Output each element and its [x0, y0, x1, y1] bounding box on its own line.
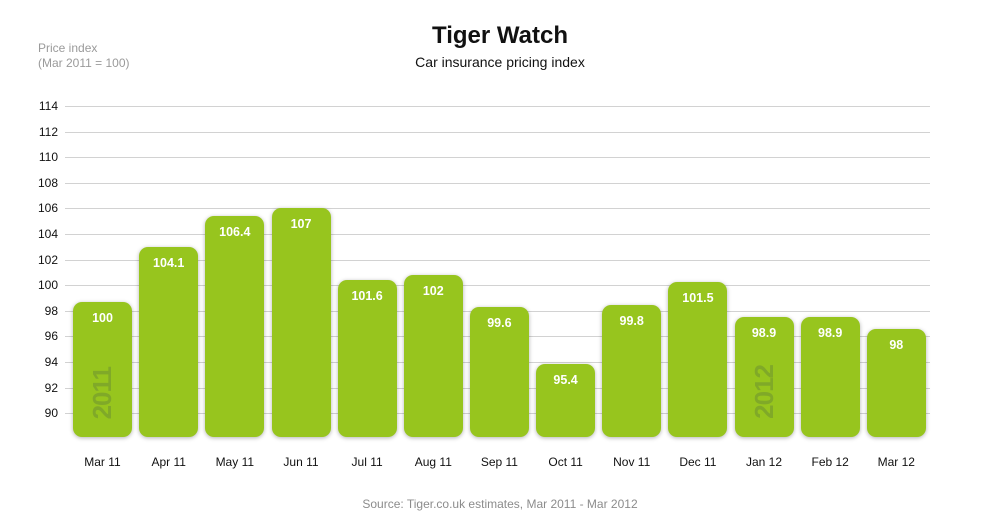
bar-may-11: 106.4 — [205, 215, 265, 437]
x-axis-label-oct-11: Oct 11 — [548, 455, 583, 469]
year-watermark-2011: 2011 — [73, 367, 132, 419]
y-axis-note-line2: (Mar 2011 = 100) — [38, 56, 130, 70]
x-axis-label-mar-11: Mar 11 — [84, 455, 121, 469]
bar-value-label-nov-11: 99.8 — [619, 313, 644, 328]
bar-mar-12: 98 — [866, 329, 926, 437]
bar-value-label-jan-12: 98.9 — [751, 325, 777, 340]
bar-sep-11: 99.6 — [469, 307, 529, 437]
bar-apr-11: 104.1 — [139, 246, 199, 437]
x-axis-label-feb-12: Feb 12 — [811, 455, 849, 469]
year-watermark-text-2011: 2011 — [87, 366, 117, 419]
y-axis-tick-label-112: 112 — [38, 124, 58, 139]
bar-oct-11: 95.4 — [536, 364, 596, 437]
gridline-100 — [65, 285, 930, 287]
gridline-114 — [65, 106, 930, 107]
x-axis-label-mar-12: Mar 12 — [877, 455, 915, 469]
bar-mar-11: 100 2011 — [73, 302, 132, 437]
bar-value-label-mar-12: 98 — [889, 338, 904, 352]
y-axis-tick-label-96: 96 — [44, 329, 58, 344]
x-axis-label-sep-11: Sep 11 — [480, 455, 518, 469]
bar-value-label-dec-11: 101.5 — [682, 290, 714, 305]
bar-nov-11: 99.8 — [602, 304, 662, 437]
year-watermark-2012: 2012 — [735, 365, 794, 419]
y-axis-tick-label-108: 108 — [37, 175, 58, 190]
y-axis-note: Price index (Mar 2011 = 100) — [38, 41, 130, 71]
bar-feb-12: 98.9 — [800, 316, 860, 437]
y-axis-note-line1: Price index — [38, 41, 98, 55]
x-axis-label-apr-11: Apr 11 — [151, 455, 186, 469]
y-axis-tick-label-98: 98 — [44, 303, 58, 318]
y-axis-tick-label-94: 94 — [44, 355, 58, 369]
x-axis-label-jan-12: Jan 12 — [745, 455, 783, 469]
x-axis-label-jul-11: Jul 11 — [351, 455, 383, 469]
y-axis-tick-label-106: 106 — [37, 201, 58, 216]
bar-value-label-feb-12: 98.9 — [818, 325, 843, 340]
y-axis-tick-label-102: 102 — [37, 252, 58, 267]
y-axis-tick-label-110: 110 — [38, 150, 58, 165]
x-axis-label-aug-11: Aug 11 — [414, 455, 452, 469]
bar-value-label-sep-11: 99.6 — [487, 316, 512, 331]
bar-aug-11: 102 — [403, 275, 463, 437]
page-subtitle: Car insurance pricing index — [415, 54, 585, 70]
bar-value-label-mar-11: 100 — [92, 311, 113, 325]
x-axis-label-may-11: May 11 — [215, 455, 255, 469]
bar-jul-11: 101.6 — [337, 280, 397, 437]
bar-value-label-jun-11: 107 — [290, 216, 312, 231]
x-axis-label-nov-11: Nov 11 — [613, 455, 651, 469]
y-axis-tick-label-92: 92 — [44, 380, 58, 395]
year-watermark-text-2012: 2012 — [748, 365, 779, 419]
bar-value-label-jul-11: 101.6 — [351, 289, 383, 304]
gridline-102 — [65, 259, 930, 261]
bar-value-label-may-11: 106.4 — [219, 224, 251, 239]
bar-value-label-aug-11: 102 — [422, 284, 444, 298]
gridline-106 — [65, 208, 930, 210]
bar-dec-11: 101.5 — [668, 281, 728, 438]
y-axis-tick-label-100: 100 — [37, 278, 58, 293]
bar-value-label-apr-11: 104.1 — [153, 255, 185, 270]
y-axis-tick-label-114: 114 — [38, 99, 58, 113]
x-axis-label-dec-11: Dec 11 — [679, 455, 717, 469]
bar-jun-11: 107 — [271, 207, 331, 437]
page-title: Tiger Watch — [431, 22, 569, 49]
y-axis-tick-label-90: 90 — [44, 406, 58, 421]
bar-value-label-oct-11: 95.4 — [553, 373, 578, 388]
bar-jan-12: 98.9 2012 — [734, 316, 794, 437]
y-axis-tick-label-104: 104 — [37, 227, 58, 241]
gridline-108 — [65, 182, 930, 184]
gridline-104 — [65, 234, 930, 235]
gridline-110 — [65, 157, 930, 159]
source-note: Source: Tiger.co.uk estimates, Mar 2011 … — [362, 497, 638, 511]
x-axis-label-jun-11: Jun 11 — [283, 455, 319, 469]
gridline-112 — [65, 131, 930, 133]
